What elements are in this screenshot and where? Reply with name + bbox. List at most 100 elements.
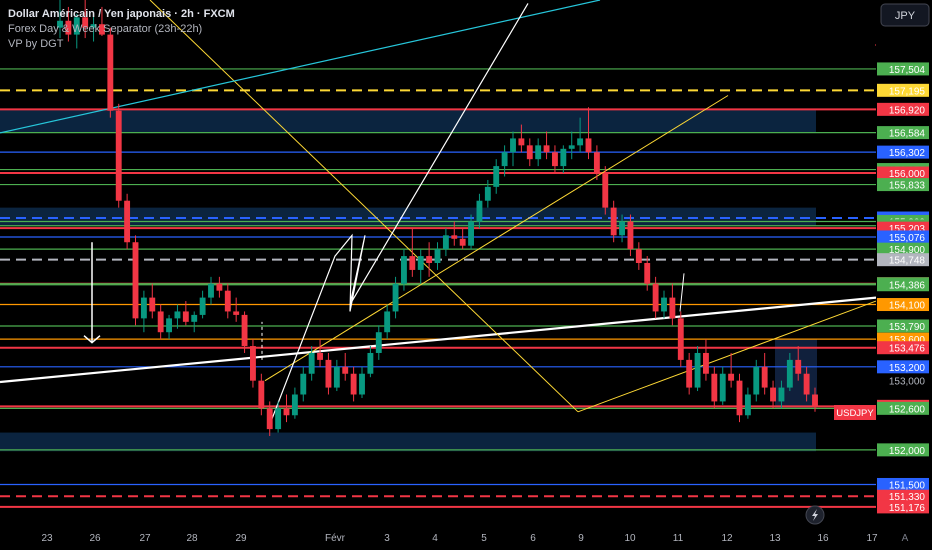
candle-body-20 — [224, 290, 231, 312]
candle-body-16 — [191, 314, 198, 322]
price-label-13: 154,900 — [889, 245, 926, 256]
candle-body-32 — [325, 359, 332, 388]
price-label-14: 154,748 — [889, 256, 926, 267]
price-tag-13 — [877, 242, 929, 256]
candle-body-5 — [99, 24, 105, 35]
time-label-16: 17 — [866, 533, 878, 544]
price-label-27: 151,500 — [889, 480, 926, 491]
candle-body-56 — [526, 145, 533, 160]
candle-body-53 — [501, 152, 508, 167]
price-label-28: 151,330 — [889, 492, 926, 503]
candle-body-64 — [593, 152, 600, 174]
price-label-22: 153,200 — [889, 363, 926, 374]
candle-body-65 — [602, 173, 609, 208]
chart-header: Dollar Américain / Yen japonais · 2h · F… — [8, 8, 235, 50]
candle-body-62 — [577, 138, 584, 146]
price-tag-26 — [877, 443, 929, 457]
price-tag-27 — [877, 477, 929, 491]
price-tag-19 — [877, 319, 929, 333]
candle-body-34 — [342, 366, 349, 374]
candle-body-74 — [677, 318, 684, 360]
candle-body-11 — [149, 297, 156, 312]
price-label-2: 156,920 — [889, 105, 926, 116]
current-price-tag-frame — [834, 405, 876, 420]
price-label-29: 151,176 — [889, 503, 926, 514]
time-label-12: 11 — [673, 533, 684, 544]
candle-body-30 — [308, 352, 315, 374]
candle-body-8 — [124, 200, 131, 243]
candle-body-71 — [652, 283, 659, 312]
rising-fib-line — [577, 300, 877, 413]
candle-body-12 — [157, 311, 164, 333]
current-price-tag: USDJPY — [834, 405, 876, 420]
price-label-3: 156,584 — [889, 129, 926, 140]
currency-button[interactable]: JPY — [880, 3, 930, 27]
candle-body-1 — [65, 20, 72, 35]
price-tag-12 — [877, 230, 929, 244]
time-label-13: 12 — [721, 533, 733, 544]
candle-body-51 — [484, 186, 491, 201]
candle-body-38 — [375, 332, 382, 353]
candle-body-67 — [619, 221, 625, 236]
candle-body-26 — [275, 408, 282, 430]
candle-body-68 — [627, 221, 634, 250]
candle-body-14 — [174, 311, 181, 319]
candle-body-29 — [300, 373, 307, 395]
candle-body-54 — [510, 138, 516, 153]
candle-body-37 — [367, 352, 374, 374]
candle-body-43 — [417, 256, 424, 270]
price-label-1: 157,195 — [889, 86, 926, 97]
replay-icon[interactable] — [805, 505, 825, 525]
price-label-12: 155,076 — [889, 233, 926, 244]
time-label-8: 5 — [481, 533, 487, 544]
indicator-day-week-separator[interactable]: Forex Day & Week Separator (23h-22h) — [8, 23, 202, 35]
candle-body-52 — [493, 166, 500, 187]
axis-auto-scale-button[interactable]: A — [902, 533, 909, 544]
candle-body-89 — [803, 373, 810, 395]
candle-body-15 — [182, 311, 189, 322]
candle-body-82 — [744, 394, 751, 416]
candle-body-33 — [333, 366, 340, 388]
candle-body-77 — [703, 352, 709, 374]
candle-body-70 — [644, 263, 651, 284]
price-axis-background — [876, 0, 932, 550]
candle-body-85 — [770, 387, 776, 402]
price-label-23: 153,000 — [889, 377, 926, 388]
indicator-volume-profile[interactable]: VP by DGT — [8, 38, 64, 50]
candle-body-55 — [518, 138, 525, 146]
candle-body-24 — [258, 380, 265, 409]
price-label-11: 155,203 — [889, 224, 926, 235]
candle-body-0 — [57, 20, 63, 28]
price-tag-23 — [877, 374, 929, 388]
candle-body-81 — [736, 380, 743, 416]
symbol-title[interactable]: Dollar Américain / Yen japonais · 2h · F… — [8, 8, 235, 20]
candle-body-84 — [761, 366, 768, 388]
candle-body-69 — [635, 249, 642, 263]
candle-body-57 — [535, 145, 542, 160]
candle-body-88 — [795, 359, 802, 374]
price-tag-4 — [877, 145, 929, 159]
candle-body-7 — [115, 110, 122, 201]
time-label-6: 3 — [384, 533, 390, 544]
candle-body-23 — [250, 346, 256, 381]
time-label-7: 4 — [432, 533, 438, 544]
price-tag-14 — [877, 253, 929, 267]
currency-button-label[interactable]: JPY — [895, 10, 916, 22]
time-label-15: 16 — [817, 533, 829, 544]
time-label-5: Févr — [325, 533, 346, 544]
candle-body-4 — [90, 24, 97, 28]
price-label-26: 152,000 — [889, 446, 926, 457]
small-up-arrow — [679, 273, 685, 312]
candle-body-9 — [132, 242, 139, 319]
candle-body-45 — [434, 249, 441, 263]
volume-zone-1 — [0, 109, 816, 133]
descending-fib-line — [149, 0, 579, 413]
candle-body-73 — [669, 297, 676, 319]
currency-button-frame[interactable] — [880, 3, 930, 27]
price-label-20: 153,600 — [889, 335, 926, 346]
trend-drawings — [0, 0, 932, 419]
candle-body-36 — [359, 373, 365, 395]
candle-body-87 — [786, 359, 793, 388]
